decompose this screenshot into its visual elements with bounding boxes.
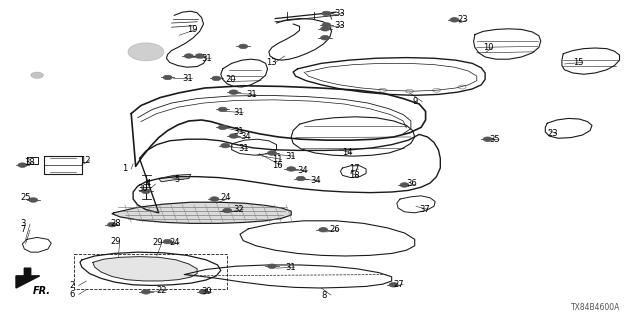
Circle shape <box>184 54 193 58</box>
Circle shape <box>18 163 27 167</box>
Text: 34: 34 <box>310 176 321 185</box>
Circle shape <box>321 36 330 40</box>
Text: 31: 31 <box>285 263 296 272</box>
Text: 8: 8 <box>321 291 326 300</box>
Text: 20: 20 <box>225 75 236 84</box>
Circle shape <box>199 290 208 294</box>
Polygon shape <box>112 202 291 223</box>
Text: 31: 31 <box>182 74 193 83</box>
Circle shape <box>163 239 172 244</box>
Text: 37: 37 <box>419 205 430 214</box>
Circle shape <box>450 18 459 22</box>
Circle shape <box>229 90 238 94</box>
Text: 33: 33 <box>334 21 345 30</box>
Circle shape <box>483 137 492 141</box>
Text: 33: 33 <box>334 9 345 18</box>
Circle shape <box>163 75 172 80</box>
Text: 31: 31 <box>238 144 249 153</box>
Text: 11: 11 <box>272 155 282 164</box>
Polygon shape <box>159 174 191 182</box>
Circle shape <box>223 208 232 213</box>
Text: FR.: FR. <box>33 286 51 296</box>
Text: 24: 24 <box>221 193 231 202</box>
Circle shape <box>239 44 248 49</box>
Text: 10: 10 <box>483 43 493 52</box>
Circle shape <box>29 198 38 202</box>
Text: 9: 9 <box>413 97 418 106</box>
Text: 25: 25 <box>20 193 31 202</box>
Text: 35: 35 <box>490 135 500 144</box>
Text: 14: 14 <box>342 148 353 157</box>
Text: 36: 36 <box>406 180 417 188</box>
Text: 23: 23 <box>458 15 468 24</box>
Text: 6: 6 <box>69 290 74 299</box>
Circle shape <box>319 228 328 232</box>
Circle shape <box>141 189 150 194</box>
Circle shape <box>221 143 230 148</box>
Text: 31: 31 <box>234 108 244 117</box>
Text: 7: 7 <box>20 225 26 234</box>
Text: 31: 31 <box>246 90 257 99</box>
Text: 24: 24 <box>170 238 180 247</box>
Text: 31: 31 <box>202 54 212 63</box>
Text: 23: 23 <box>547 129 558 138</box>
Circle shape <box>195 54 204 58</box>
Text: 30: 30 <box>138 184 148 193</box>
Polygon shape <box>93 257 197 281</box>
Circle shape <box>268 151 276 155</box>
Text: 22: 22 <box>157 286 167 295</box>
Text: 34: 34 <box>240 132 251 141</box>
Text: 28: 28 <box>110 219 121 228</box>
Text: TX84B4600A: TX84B4600A <box>572 303 621 312</box>
Text: 29: 29 <box>152 238 163 247</box>
Polygon shape <box>16 268 40 288</box>
Text: 15: 15 <box>573 58 583 67</box>
Circle shape <box>108 222 116 227</box>
Text: 19: 19 <box>187 25 197 34</box>
Text: 38: 38 <box>24 158 35 167</box>
Text: 17: 17 <box>349 164 360 173</box>
Text: 31: 31 <box>285 152 296 161</box>
Text: 26: 26 <box>330 225 340 234</box>
Circle shape <box>268 264 276 268</box>
Circle shape <box>321 27 330 31</box>
Circle shape <box>229 134 238 138</box>
Text: 39: 39 <box>202 287 212 296</box>
Circle shape <box>31 72 44 78</box>
Text: 29: 29 <box>110 237 120 246</box>
Text: 18: 18 <box>349 171 360 180</box>
Circle shape <box>400 183 409 187</box>
Text: 31: 31 <box>234 127 244 136</box>
Circle shape <box>210 197 219 201</box>
Circle shape <box>287 167 296 171</box>
Text: 3: 3 <box>20 220 26 228</box>
Circle shape <box>389 283 398 287</box>
Circle shape <box>141 290 150 294</box>
Text: 16: 16 <box>272 161 283 170</box>
Text: 27: 27 <box>394 280 404 289</box>
Text: 5: 5 <box>174 175 179 184</box>
Circle shape <box>322 23 331 27</box>
Text: 4: 4 <box>146 180 151 188</box>
Text: 1: 1 <box>122 164 127 173</box>
Circle shape <box>218 125 227 130</box>
Text: 13: 13 <box>266 58 276 67</box>
Circle shape <box>212 76 221 81</box>
Text: 32: 32 <box>234 205 244 214</box>
Text: 2: 2 <box>69 281 74 290</box>
Circle shape <box>128 43 164 61</box>
Circle shape <box>296 176 305 181</box>
Circle shape <box>218 107 227 112</box>
Text: 12: 12 <box>80 156 90 165</box>
Text: 34: 34 <box>298 166 308 175</box>
Circle shape <box>322 11 331 16</box>
